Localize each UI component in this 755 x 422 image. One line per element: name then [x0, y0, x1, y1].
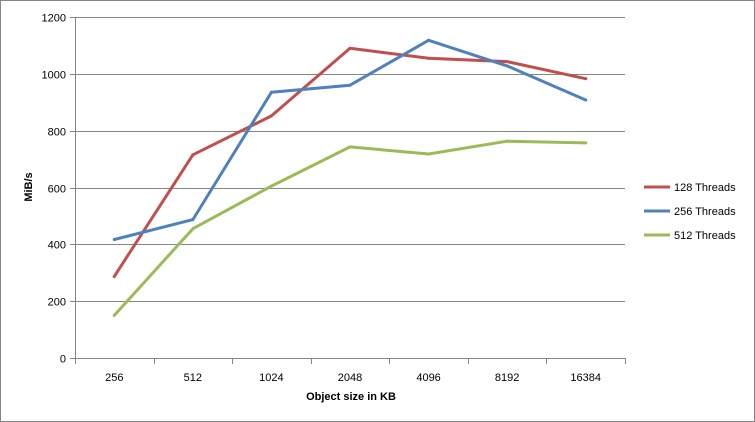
y-tick-label: 200	[48, 297, 66, 309]
legend-label: 128 Threads	[674, 182, 736, 194]
data-point	[584, 141, 588, 145]
y-tick-label: 1200	[42, 13, 66, 25]
data-point	[348, 145, 352, 149]
data-point	[505, 60, 509, 64]
x-tick-label: 2048	[338, 372, 362, 384]
data-point	[348, 83, 352, 87]
y-tick-label: 0	[60, 354, 66, 366]
data-point	[191, 153, 195, 157]
x-tick-label: 256	[105, 372, 123, 384]
y-tick-label: 800	[48, 127, 66, 139]
data-point	[427, 56, 431, 60]
data-point	[584, 77, 588, 81]
data-point	[505, 139, 509, 143]
series-line-128-threads	[112, 46, 588, 278]
legend: 128 Threads 256 Threads 512 Threads	[644, 182, 736, 242]
x-tick-label: 1024	[259, 372, 283, 384]
x-tick-label: 16384	[570, 372, 601, 384]
data-point	[112, 313, 116, 317]
y-axis-title: MiB/s	[23, 172, 35, 201]
data-point	[584, 98, 588, 102]
series-lines	[112, 38, 588, 317]
data-point	[112, 238, 116, 242]
data-point	[427, 38, 431, 42]
legend-label: 512 Threads	[674, 230, 736, 242]
legend-label: 256 Threads	[674, 206, 736, 218]
y-tick-label: 1000	[42, 70, 66, 82]
data-point	[348, 46, 352, 50]
data-point	[269, 90, 273, 94]
data-point	[427, 152, 431, 156]
axes: 0 200 400 600 800 1000 1200 256 512 1024 2048 4096 8…	[42, 13, 626, 384]
x-tick-label: 512	[184, 372, 202, 384]
y-tick-label: 400	[48, 240, 66, 252]
data-point	[112, 274, 116, 278]
y-tick-label: 600	[48, 184, 66, 196]
x-tick-label: 8192	[495, 372, 519, 384]
x-axis-title: Object size in KB	[306, 391, 396, 403]
data-point	[191, 218, 195, 222]
data-point	[269, 114, 273, 118]
gridlines	[75, 17, 625, 302]
x-tick-label: 4096	[416, 372, 440, 384]
data-point	[191, 227, 195, 231]
data-point	[505, 64, 509, 68]
data-point	[269, 184, 273, 188]
